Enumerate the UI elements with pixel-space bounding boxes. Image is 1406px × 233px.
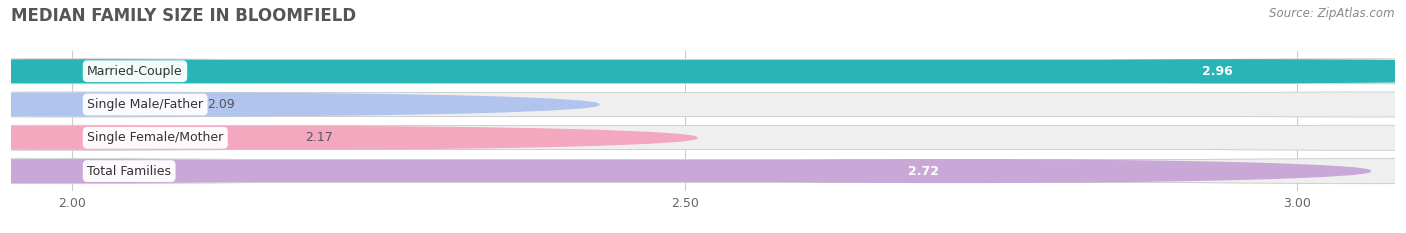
Circle shape [0, 127, 489, 149]
Circle shape [0, 60, 489, 82]
Circle shape [0, 126, 526, 150]
Circle shape [0, 93, 489, 116]
Bar [73, 127, 281, 149]
Circle shape [955, 60, 1406, 82]
Bar [73, 93, 183, 116]
Circle shape [917, 159, 1406, 183]
Bar [73, 59, 1371, 84]
Text: Single Female/Mother: Single Female/Mother [87, 131, 224, 144]
Circle shape [0, 159, 526, 183]
Circle shape [955, 160, 1406, 182]
Text: 2.96: 2.96 [1202, 65, 1233, 78]
Circle shape [917, 92, 1406, 117]
Bar [73, 126, 1371, 150]
Circle shape [955, 93, 1406, 116]
Text: Single Male/Father: Single Male/Father [87, 98, 202, 111]
Circle shape [917, 59, 1406, 84]
Circle shape [955, 127, 1406, 149]
Bar [73, 93, 1371, 116]
Circle shape [0, 59, 526, 84]
Circle shape [0, 93, 599, 116]
Circle shape [537, 160, 1371, 182]
Circle shape [0, 160, 489, 182]
Text: 2.17: 2.17 [305, 131, 333, 144]
Text: Total Families: Total Families [87, 164, 172, 178]
Bar [73, 60, 1371, 82]
Circle shape [0, 60, 489, 82]
Text: 2.72: 2.72 [908, 164, 939, 178]
Bar [73, 160, 955, 182]
Bar [73, 160, 1371, 182]
Circle shape [0, 92, 526, 117]
Circle shape [0, 127, 697, 149]
Bar [73, 92, 1371, 117]
Circle shape [0, 127, 489, 149]
Circle shape [831, 60, 1406, 82]
Text: Source: ZipAtlas.com: Source: ZipAtlas.com [1270, 7, 1395, 20]
Circle shape [917, 126, 1406, 150]
Text: Married-Couple: Married-Couple [87, 65, 183, 78]
Text: MEDIAN FAMILY SIZE IN BLOOMFIELD: MEDIAN FAMILY SIZE IN BLOOMFIELD [11, 7, 356, 25]
Bar [73, 127, 1371, 149]
Bar [73, 60, 1249, 82]
Circle shape [0, 93, 489, 116]
Bar [73, 159, 1371, 183]
Circle shape [0, 160, 489, 182]
Text: 2.09: 2.09 [207, 98, 235, 111]
